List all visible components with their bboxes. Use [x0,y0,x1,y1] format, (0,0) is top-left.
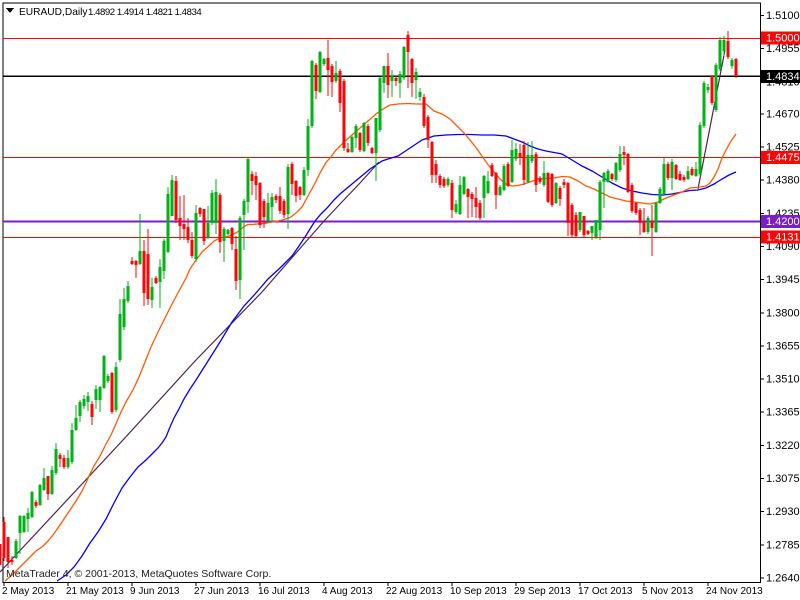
svg-text:1.5100: 1.5100 [766,10,800,22]
svg-text:1.5000: 1.5000 [766,33,800,45]
svg-text:MetaTrader 4, © 2001-2013, Met: MetaTrader 4, © 2001-2013, MetaQuotes So… [6,568,271,580]
svg-text:1.3075: 1.3075 [766,473,800,485]
svg-text:16 Jul 2013: 16 Jul 2013 [258,586,310,597]
svg-text:1.4131: 1.4131 [766,232,800,244]
svg-text:24 Nov 2013: 24 Nov 2013 [706,586,763,597]
svg-text:27 Jun 2013: 27 Jun 2013 [194,586,249,597]
svg-text:1.4834: 1.4834 [766,71,800,83]
svg-text:1.4525: 1.4525 [766,142,800,154]
svg-text:1.3220: 1.3220 [766,440,800,452]
svg-text:4 Aug 2013: 4 Aug 2013 [322,586,373,597]
svg-text:1.4090: 1.4090 [766,241,800,253]
svg-text:1.4670: 1.4670 [766,108,800,120]
svg-text:1.3365: 1.3365 [766,407,800,419]
svg-text:1.3510: 1.3510 [766,374,800,386]
svg-text:1.4892 1.4914 1.4821 1.4834: 1.4892 1.4914 1.4821 1.4834 [88,7,202,18]
svg-text:1.2785: 1.2785 [766,539,800,551]
svg-text:1.2640: 1.2640 [766,573,800,585]
svg-text:22 Aug 2013: 22 Aug 2013 [386,586,443,597]
svg-text:1.3655: 1.3655 [766,340,800,352]
svg-text:1.3945: 1.3945 [766,274,800,286]
svg-text:10 Sep 2013: 10 Sep 2013 [450,586,507,597]
svg-text:1.4475: 1.4475 [766,152,800,164]
svg-text:21 May 2013: 21 May 2013 [66,586,124,597]
svg-text:17 Oct 2013: 17 Oct 2013 [578,586,633,597]
svg-text:5 Nov 2013: 5 Nov 2013 [642,586,694,597]
svg-text:2 May 2013: 2 May 2013 [2,586,55,597]
svg-text:EURAUD,Daily: EURAUD,Daily [19,7,88,18]
svg-text:1.4200: 1.4200 [766,216,800,228]
svg-text:1.4380: 1.4380 [766,175,800,187]
svg-text:1.2930: 1.2930 [766,506,800,518]
svg-text:1.3800: 1.3800 [766,307,800,319]
svg-text:1.4955: 1.4955 [766,43,800,55]
svg-text:29 Sep 2013: 29 Sep 2013 [514,586,571,597]
svg-text:9 Jun 2013: 9 Jun 2013 [130,586,180,597]
